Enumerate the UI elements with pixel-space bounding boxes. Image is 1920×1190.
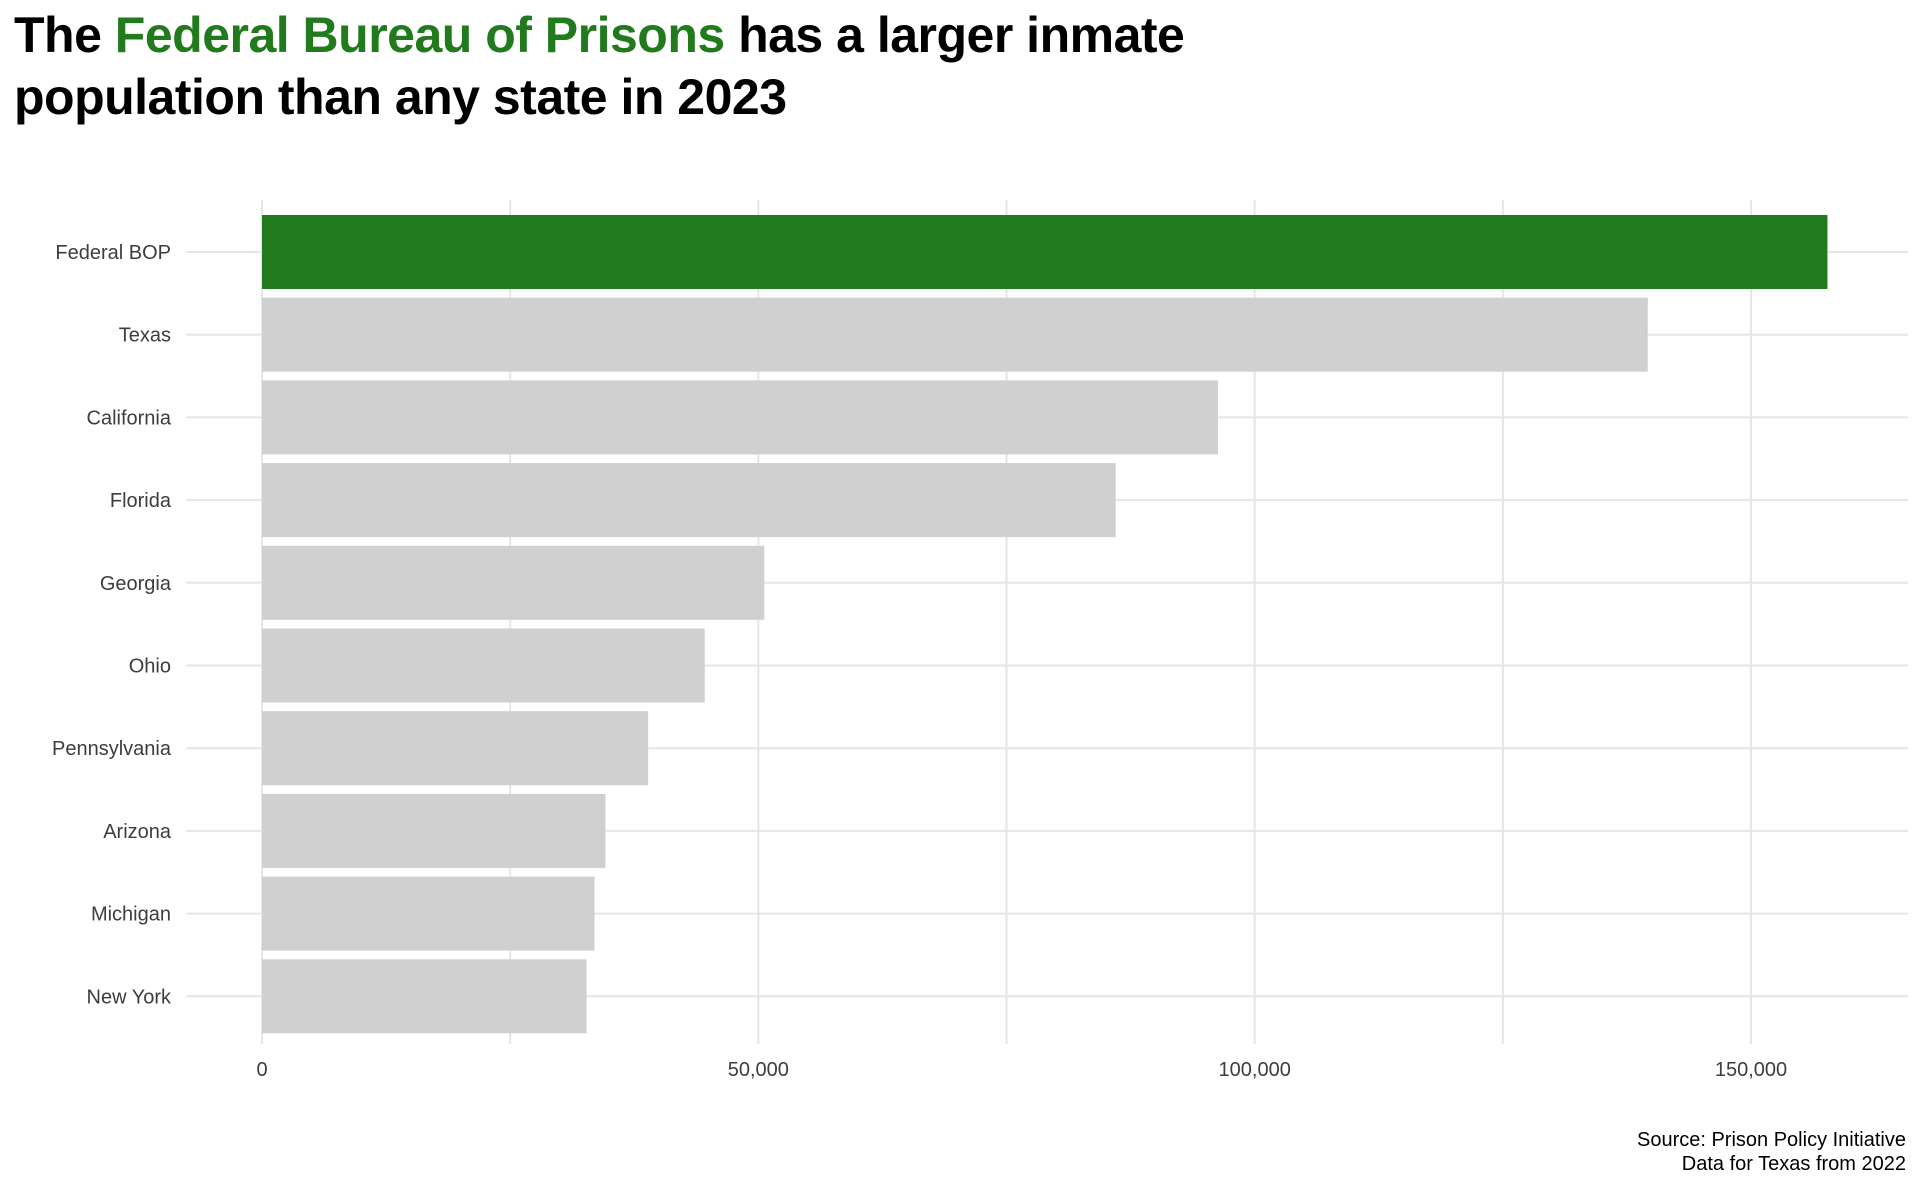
x-tick-label: 0 <box>256 1059 267 1081</box>
y-tick-label: Ohio <box>129 656 171 678</box>
bar-texas <box>262 297 1648 372</box>
bar-california <box>262 380 1218 455</box>
caption-source: Source: Prison Policy Initiative <box>1636 1129 1906 1151</box>
y-tick-label: Georgia <box>100 573 172 595</box>
bars <box>262 215 1828 1034</box>
y-tick-label: Florida <box>110 490 172 512</box>
y-tick-label: Arizona <box>103 821 172 843</box>
y-tick-label: Pennsylvania <box>52 738 172 760</box>
y-tick-label: Federal BOP <box>55 242 171 264</box>
x-tick-label: 50,000 <box>728 1059 789 1081</box>
x-axis-labels: 0 50,000 100,000 150,000 <box>256 1059 1787 1081</box>
bar-ohio <box>262 628 705 703</box>
source-caption: Source: Prison Policy Initiative Data fo… <box>1637 1128 1906 1176</box>
x-tick-label: 150,000 <box>1715 1059 1787 1081</box>
bar-georgia <box>262 545 765 620</box>
y-tick-label: New York <box>87 986 172 1008</box>
bar-arizona <box>262 793 606 868</box>
bar-new-york <box>262 959 587 1034</box>
bar-michigan <box>262 876 595 951</box>
y-tick-label: Michigan <box>91 904 171 926</box>
y-tick-label: Texas <box>119 325 171 347</box>
caption-note: Data for Texas from 2022 <box>1681 1153 1906 1175</box>
chart-title: The Federal Bureau of Prisons has a larg… <box>14 4 1314 128</box>
x-tick-label: 100,000 <box>1219 1059 1291 1081</box>
title-prefix: The <box>14 7 115 63</box>
y-tick-label: California <box>87 407 172 429</box>
title-suffix: has a larger inmate population than any … <box>14 7 1185 125</box>
title-highlight: Federal Bureau of Prisons <box>114 7 725 63</box>
bar-florida <box>262 463 1116 538</box>
bar-pennsylvania <box>262 711 649 786</box>
bar-federal-bop <box>262 215 1828 289</box>
y-axis-labels: Federal BOP Texas California Florida Georgia… <box>52 242 172 1008</box>
